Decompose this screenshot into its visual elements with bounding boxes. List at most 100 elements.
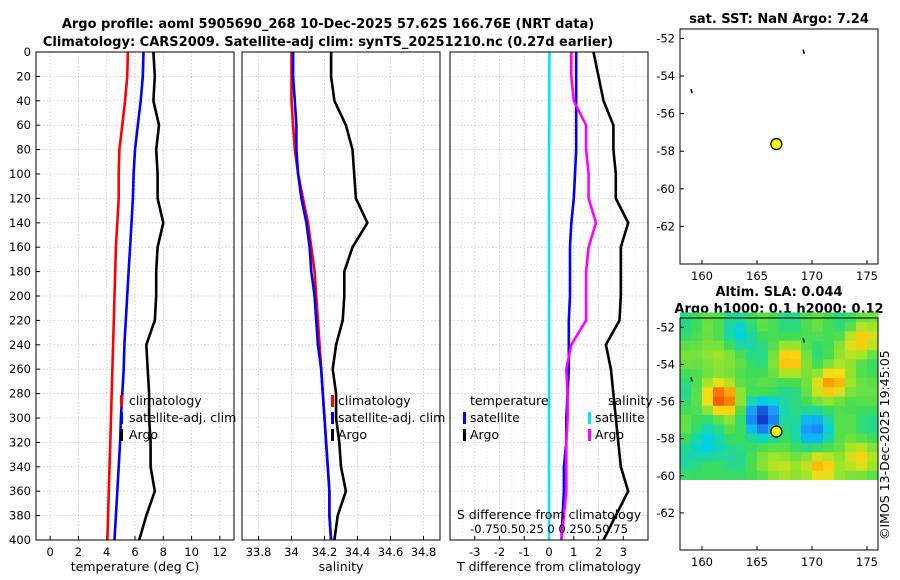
- sla-cell: [823, 321, 835, 332]
- depth-tick-label: 340: [9, 460, 31, 474]
- depth-tick-label: 300: [9, 411, 31, 425]
- sla-cell: [735, 349, 747, 360]
- legend-label-satellite: satellite-adj. clim: [129, 410, 236, 425]
- sla-cell: [790, 312, 802, 323]
- x-tick-label: -2: [494, 545, 505, 559]
- sla-cell: [856, 423, 868, 434]
- depth-tick-label: 400: [9, 533, 31, 547]
- sla-cell: [746, 340, 758, 351]
- sla-cell: [757, 331, 769, 341]
- sla-cell: [757, 377, 769, 388]
- map-lat-tick-label: -54: [656, 357, 675, 371]
- sla-cell: [812, 349, 824, 360]
- map-frame: [679, 28, 879, 265]
- map-lat-tick-label: -52: [656, 31, 675, 45]
- sla-cell: [768, 358, 780, 369]
- sla-cell: [702, 368, 714, 378]
- sla-cell: [779, 358, 791, 369]
- sla-cell: [757, 423, 769, 434]
- sla-cell: [823, 386, 835, 397]
- depth-tick-label: 220: [9, 313, 31, 327]
- temperature-xlabel: temperature (deg C): [71, 559, 200, 574]
- sla-cell: [856, 340, 868, 351]
- sla-cell: [845, 331, 857, 341]
- x-tick-label: 12: [213, 545, 228, 559]
- legend-label-climatology: climatology: [129, 393, 202, 408]
- sla-cell: [812, 442, 824, 453]
- sla-cell: [812, 386, 824, 397]
- coastline-fragment: [802, 49, 805, 54]
- sla-cell: [735, 321, 747, 332]
- sla-cell: [867, 349, 879, 360]
- sla-cell: [834, 340, 846, 351]
- coastline-fragment: [802, 338, 805, 343]
- x-tick-label: 34.2: [312, 545, 338, 559]
- sla-cell: [702, 451, 714, 462]
- sla-cell: [845, 386, 857, 397]
- depth-tick-label: 20: [16, 69, 31, 83]
- legend-label-satellite: satellite-adj. clim: [338, 410, 445, 425]
- sla-cell: [790, 321, 802, 332]
- sla-cell: [713, 340, 725, 351]
- sla-cell: [724, 414, 736, 425]
- sla-cell: [812, 396, 824, 406]
- sla-cell: [812, 414, 824, 425]
- sla-cell: [812, 377, 824, 388]
- sla-cell: [735, 312, 747, 323]
- sla-cell: [768, 470, 780, 480]
- sla-cell: [713, 368, 725, 378]
- sla-cell: [757, 368, 769, 378]
- legend-label-temp-argo: Argo: [470, 427, 499, 442]
- sla-cell: [823, 433, 835, 443]
- x-tick-label: 10: [184, 545, 199, 559]
- sla-cell: [823, 340, 835, 351]
- sla-cell: [691, 386, 703, 397]
- sla-cell: [779, 368, 791, 378]
- sla-cell: [823, 396, 835, 406]
- sla-cell: [735, 405, 747, 415]
- sla-cell: [823, 423, 835, 434]
- sla-cell: [823, 405, 835, 415]
- sla-cell: [713, 451, 725, 462]
- sla-cell: [801, 321, 813, 332]
- sla-cell: [768, 414, 780, 425]
- sla-cell: [724, 396, 736, 406]
- map-lon-tick-label: 175: [856, 555, 878, 569]
- x-tick-label: 4: [103, 545, 110, 559]
- temperature-diff-xlabel: T difference from climatology: [456, 559, 642, 574]
- sla-cell: [823, 358, 835, 369]
- sla-cell: [845, 470, 857, 480]
- sla-cell: [823, 312, 835, 323]
- legend-header-salinity: salinity: [608, 393, 653, 408]
- sla-cell: [867, 386, 879, 397]
- sla-cell: [691, 331, 703, 341]
- sla-cell: [867, 451, 879, 462]
- sla-cell: [779, 331, 791, 341]
- legend-mark-satellite: [120, 412, 123, 424]
- map-lon-tick-label: 170: [801, 555, 823, 569]
- sla-cell: [779, 460, 791, 471]
- x-tick-label: 33.8: [246, 545, 272, 559]
- sla-cell: [867, 405, 879, 415]
- sla-cell: [867, 396, 879, 406]
- sla-cell: [768, 451, 780, 462]
- sla-cell: [834, 358, 846, 369]
- legend-mark-temp-satellite: [463, 412, 466, 424]
- sla-cell: [768, 442, 780, 453]
- salinity-panel: 33.8 34 34.2 34.4 34.6 34.8: [241, 51, 441, 559]
- sla-cell: [790, 414, 802, 425]
- sla-cell: [757, 405, 769, 415]
- sla-cell: [834, 405, 846, 415]
- map-lat-tick-label: -62: [656, 219, 675, 233]
- map-lon-tick-label: 165: [746, 555, 768, 569]
- sla-cell: [823, 377, 835, 388]
- sla-cell: [779, 433, 791, 443]
- depth-tick-label: 160: [9, 240, 31, 254]
- coastline-fragment: [690, 377, 693, 382]
- sla-cell: [801, 340, 813, 351]
- sla-cell: [746, 349, 758, 360]
- sla-cell: [801, 433, 813, 443]
- sla-cell: [867, 433, 879, 443]
- depth-tick-label: 200: [9, 289, 31, 303]
- sla-cell: [680, 451, 692, 462]
